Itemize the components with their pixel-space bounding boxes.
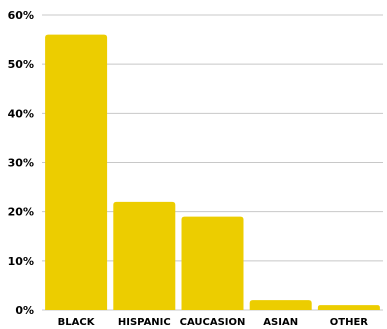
y-tick-label: 20%	[8, 206, 34, 219]
x-category-label: CAUCASION	[180, 317, 246, 328]
y-tick-label: 40%	[8, 107, 34, 120]
bar-caucasion	[181, 216, 244, 310]
x-category-label: OTHER	[330, 317, 369, 328]
x-category-label: HISPANIC	[118, 317, 171, 328]
bar-black	[45, 34, 108, 311]
bar-asian	[249, 300, 312, 310]
y-axis-tick-labels: 0% 10% 20% 30% 40% 50% 60%	[8, 9, 34, 317]
bars	[45, 34, 380, 311]
y-tick-label: 10%	[8, 255, 34, 268]
x-category-label: BLACK	[58, 317, 96, 328]
bar-hispanic	[113, 201, 176, 310]
x-axis-category-labels: BLACK HISPANIC CAUCASION ASIAN OTHER	[58, 317, 369, 328]
bar-other	[317, 305, 380, 310]
y-tick-label: 50%	[8, 58, 34, 71]
y-tick-label: 60%	[8, 9, 34, 22]
y-tick-label: 30%	[8, 157, 34, 170]
y-tick-label: 0%	[15, 304, 34, 317]
x-category-label: ASIAN	[263, 317, 298, 328]
